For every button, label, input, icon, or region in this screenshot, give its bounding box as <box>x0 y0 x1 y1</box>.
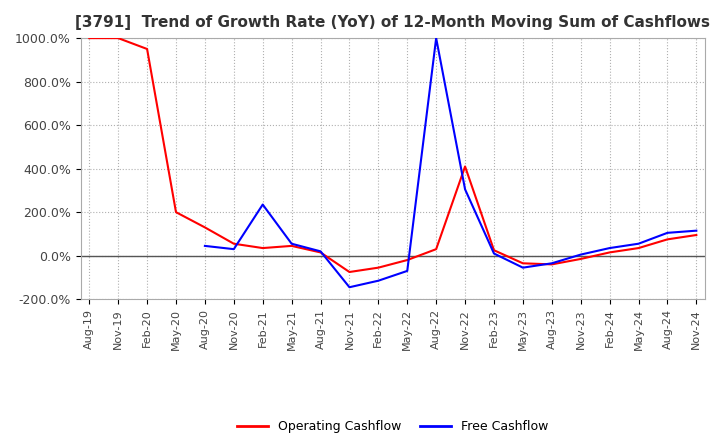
Title: [3791]  Trend of Growth Rate (YoY) of 12-Month Moving Sum of Cashflows: [3791] Trend of Growth Rate (YoY) of 12-… <box>76 15 711 30</box>
Legend: Operating Cashflow, Free Cashflow: Operating Cashflow, Free Cashflow <box>232 415 554 438</box>
Free Cashflow <box>547 260 556 266</box>
Operating Cashflow <box>634 246 643 251</box>
Operating Cashflow <box>258 246 267 251</box>
Free Cashflow <box>287 241 296 246</box>
Line: Operating Cashflow: Operating Cashflow <box>89 38 696 272</box>
Free Cashflow <box>316 249 325 254</box>
Operating Cashflow <box>518 260 527 266</box>
Free Cashflow <box>518 265 527 270</box>
Operating Cashflow <box>432 246 441 252</box>
Operating Cashflow <box>490 248 498 253</box>
Operating Cashflow <box>663 237 672 242</box>
Free Cashflow <box>692 228 701 233</box>
Free Cashflow <box>345 285 354 290</box>
Free Cashflow <box>461 187 469 192</box>
Free Cashflow <box>201 243 210 249</box>
Operating Cashflow <box>143 46 151 51</box>
Operating Cashflow <box>461 164 469 169</box>
Free Cashflow <box>374 278 382 283</box>
Operating Cashflow <box>316 250 325 255</box>
Operating Cashflow <box>547 262 556 267</box>
Line: Free Cashflow: Free Cashflow <box>205 38 696 287</box>
Operating Cashflow <box>374 265 382 270</box>
Operating Cashflow <box>692 232 701 238</box>
Free Cashflow <box>490 251 498 256</box>
Operating Cashflow <box>577 257 585 262</box>
Free Cashflow <box>634 241 643 246</box>
Operating Cashflow <box>287 243 296 249</box>
Operating Cashflow <box>201 225 210 230</box>
Free Cashflow <box>606 246 614 251</box>
Operating Cashflow <box>85 36 94 41</box>
Free Cashflow <box>577 252 585 257</box>
Operating Cashflow <box>171 209 180 215</box>
Free Cashflow <box>230 246 238 252</box>
Operating Cashflow <box>403 257 412 263</box>
Free Cashflow <box>432 36 441 41</box>
Free Cashflow <box>403 268 412 274</box>
Free Cashflow <box>663 230 672 235</box>
Operating Cashflow <box>230 241 238 246</box>
Operating Cashflow <box>114 36 122 41</box>
Operating Cashflow <box>606 250 614 255</box>
Free Cashflow <box>258 202 267 207</box>
Operating Cashflow <box>345 269 354 275</box>
